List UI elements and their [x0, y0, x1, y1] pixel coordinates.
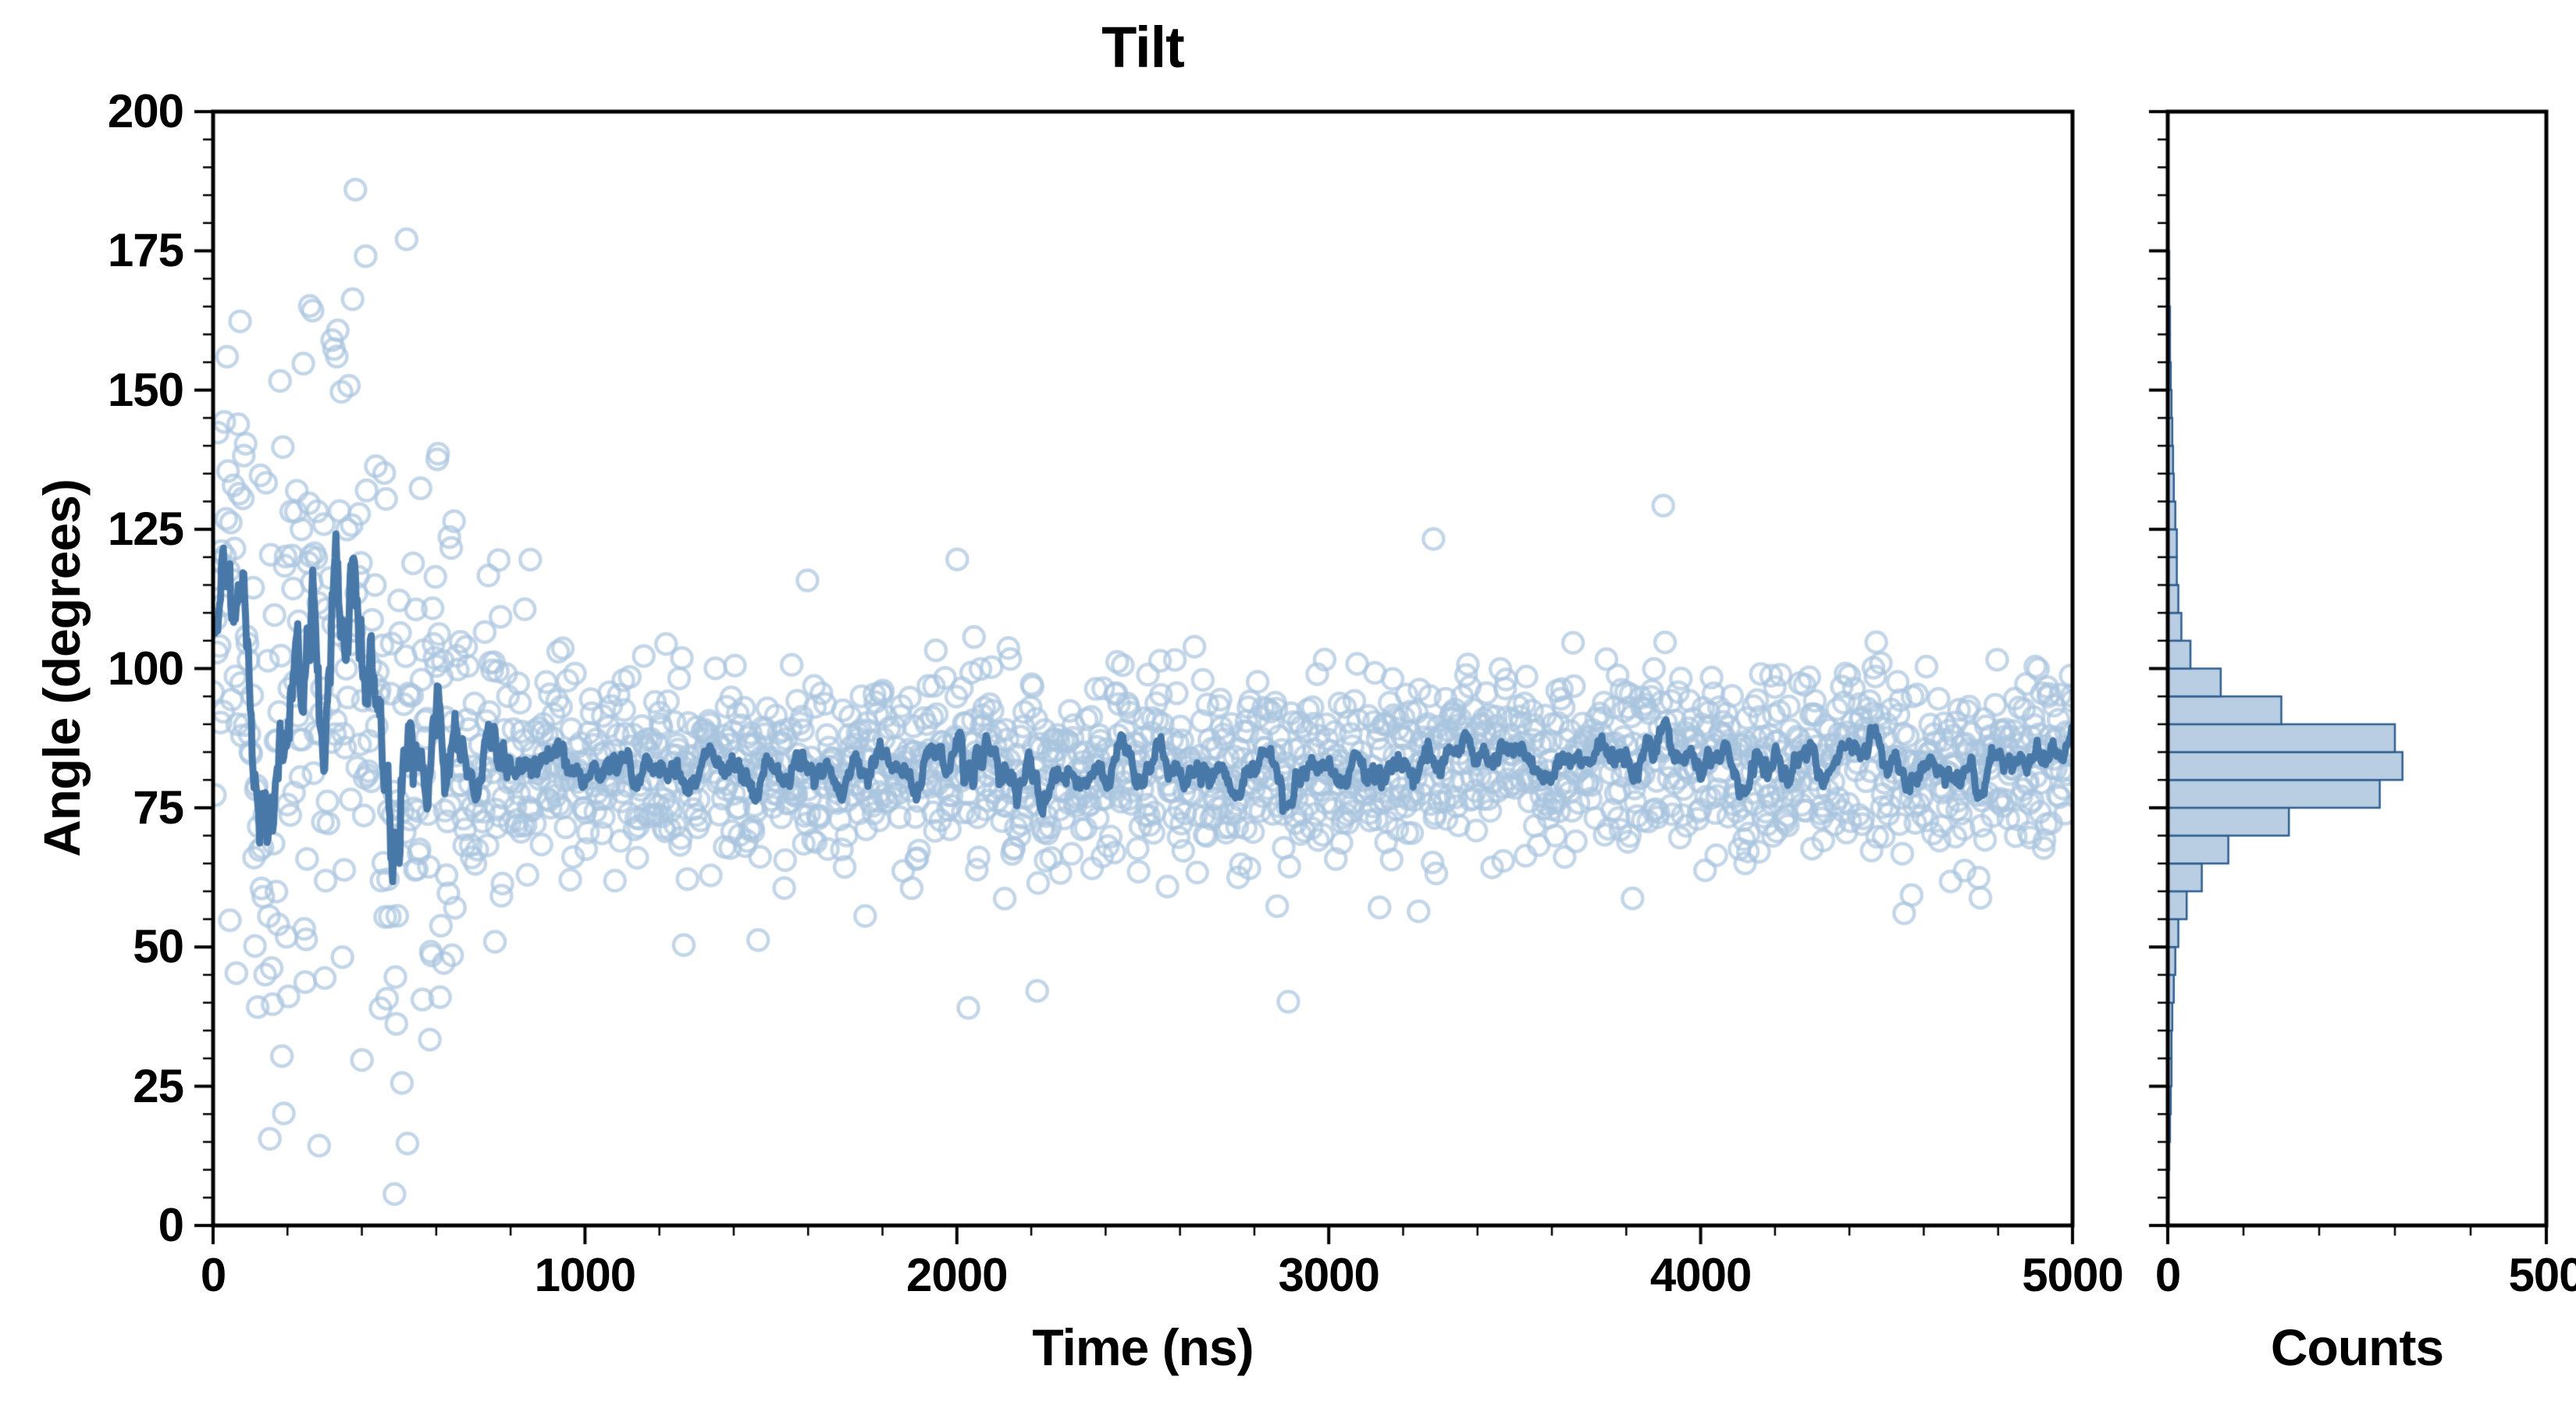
counts-tick-label-500: 500: [2508, 1249, 2576, 1301]
y-tick-label-150: 150: [107, 363, 184, 416]
y-tick-label-125: 125: [107, 503, 184, 556]
x-tick-label-1000: 1000: [534, 1249, 636, 1301]
x-tick-label-0: 0: [200, 1249, 226, 1301]
counts-tick-label-0: 0: [2154, 1249, 2181, 1301]
chart-title: Tilt: [1101, 15, 1185, 80]
y-tick-label-0: 0: [158, 1199, 184, 1251]
y-tick-label-75: 75: [133, 781, 184, 834]
x-tick-label-4000: 4000: [1649, 1249, 1752, 1301]
x-tick-label-3000: 3000: [1278, 1249, 1379, 1301]
y-tick-label-100: 100: [107, 642, 184, 695]
x-tick-label-2000: 2000: [906, 1249, 1008, 1301]
x-axis-label: Time (ns): [1032, 1318, 1254, 1376]
hist-x-axis-label: Counts: [2270, 1318, 2444, 1376]
y-tick-label-25: 25: [133, 1059, 184, 1112]
x-tick-label-5000: 5000: [2022, 1249, 2123, 1301]
y-tick-label-200: 200: [107, 85, 184, 137]
y-tick-label-50: 50: [133, 920, 184, 973]
y-tick-label-175: 175: [107, 224, 184, 277]
